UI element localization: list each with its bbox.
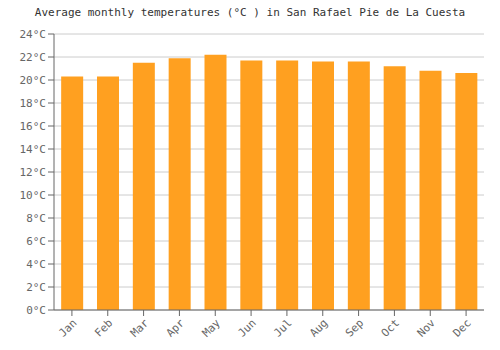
svg-text:Oct: Oct [379,316,402,339]
svg-text:12°C: 12°C [20,166,47,179]
svg-text:18°C: 18°C [20,97,47,110]
svg-text:24°C: 24°C [20,28,47,41]
svg-text:22°C: 22°C [20,51,47,64]
html-text:Average monthly temperatures (: Average monthly temperatures (°C ) in Sa… [34,6,466,19]
svg-text:Mar: Mar [128,316,152,340]
svg-text:2°C: 2°C [26,281,46,294]
svg-text:16°C: 16°C [20,120,47,133]
svg-text:0°C: 0°C [26,304,46,317]
svg-text:Jul: Jul [271,316,294,339]
svg-text:Jun: Jun [235,316,258,339]
svg-text:8°C: 8°C [26,212,46,225]
svg-text:20°C: 20°C [20,74,47,87]
svg-text:10°C: 10°C [20,189,47,202]
svg-text:14°C: 14°C [20,143,47,156]
svg-text:May: May [200,316,224,340]
svg-text:Feb: Feb [92,316,115,339]
svg-text:Jan: Jan [56,316,79,339]
svg-text:Dec: Dec [450,316,473,339]
svg-text:4°C: 4°C [26,258,46,271]
svg-text:Aug: Aug [307,316,330,339]
svg-text:Apr: Apr [164,316,188,340]
svg-text:Sep: Sep [343,316,366,339]
svg-text:Nov: Nov [415,316,439,340]
svg-text:6°C: 6°C [26,235,46,248]
